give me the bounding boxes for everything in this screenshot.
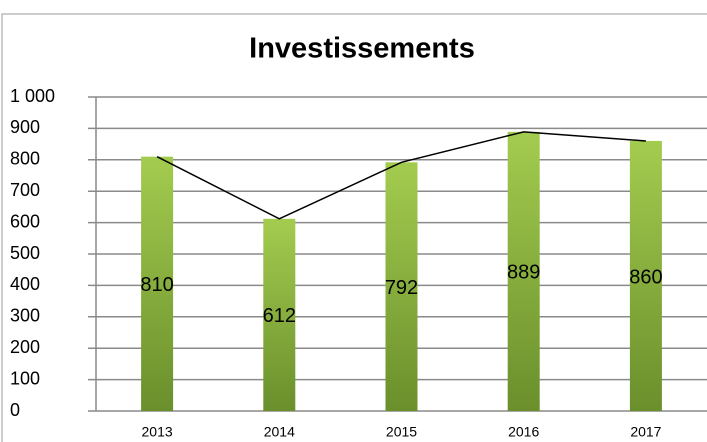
bar <box>629 140 662 411</box>
data-label: 810 <box>140 274 173 296</box>
bar <box>385 162 418 411</box>
y-tick-label: 100 <box>10 368 40 388</box>
data-label: 792 <box>385 277 418 299</box>
y-tick-label: 1 000 <box>10 86 55 106</box>
y-tick-label: 900 <box>10 117 40 137</box>
data-label: 889 <box>507 262 540 284</box>
chart-frame <box>1 13 707 442</box>
bar <box>263 218 296 411</box>
y-tick-label: 0 <box>10 400 20 420</box>
y-tick-label: 800 <box>10 149 40 169</box>
y-tick-label: 700 <box>10 180 40 200</box>
bar <box>507 131 540 411</box>
bar <box>141 156 174 411</box>
x-tick-label: 2014 <box>264 424 295 440</box>
data-label: 612 <box>263 305 296 327</box>
y-tick-label: 400 <box>10 274 40 294</box>
x-tick-label: 2017 <box>630 424 661 440</box>
y-tick-label: 500 <box>10 243 40 263</box>
x-tick-label: 2015 <box>386 424 417 440</box>
y-tick-label: 300 <box>10 306 40 326</box>
chart-title: Investissements <box>249 33 475 65</box>
line <box>156 131 646 220</box>
x-tick-label: 2016 <box>508 424 539 440</box>
y-tick-label: 600 <box>10 211 40 231</box>
y-tick-label: 200 <box>10 337 40 357</box>
x-tick-label: 2013 <box>142 424 173 440</box>
data-label: 860 <box>629 266 662 288</box>
